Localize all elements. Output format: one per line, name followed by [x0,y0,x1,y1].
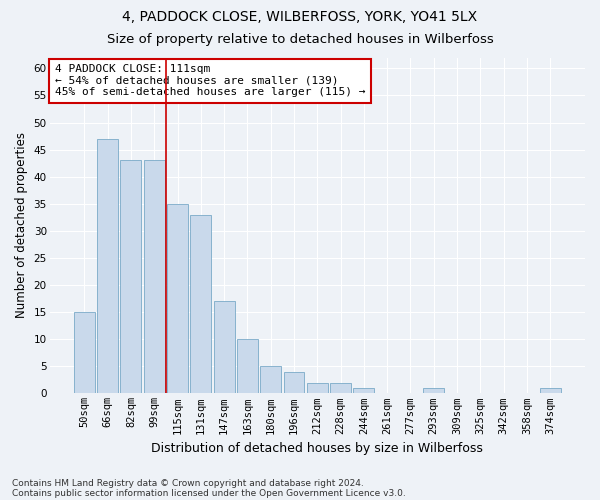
X-axis label: Distribution of detached houses by size in Wilberfoss: Distribution of detached houses by size … [151,442,483,455]
Y-axis label: Number of detached properties: Number of detached properties [15,132,28,318]
Bar [307,382,328,394]
Bar [540,388,560,394]
Text: Contains public sector information licensed under the Open Government Licence v3: Contains public sector information licen… [12,488,406,498]
Bar [190,214,211,394]
Text: Size of property relative to detached houses in Wilberfoss: Size of property relative to detached ho… [107,32,493,46]
Bar [353,388,374,394]
Bar [121,160,142,394]
Bar [74,312,95,394]
Bar [167,204,188,394]
Bar [330,382,351,394]
Bar [214,302,235,394]
Bar [284,372,304,394]
Text: 4, PADDOCK CLOSE, WILBERFOSS, YORK, YO41 5LX: 4, PADDOCK CLOSE, WILBERFOSS, YORK, YO41… [122,10,478,24]
Bar [97,139,118,394]
Bar [423,388,444,394]
Bar [144,160,165,394]
Bar [260,366,281,394]
Bar [237,339,258,394]
Text: Contains HM Land Registry data © Crown copyright and database right 2024.: Contains HM Land Registry data © Crown c… [12,478,364,488]
Text: 4 PADDOCK CLOSE: 111sqm
← 54% of detached houses are smaller (139)
45% of semi-d: 4 PADDOCK CLOSE: 111sqm ← 54% of detache… [55,64,365,98]
